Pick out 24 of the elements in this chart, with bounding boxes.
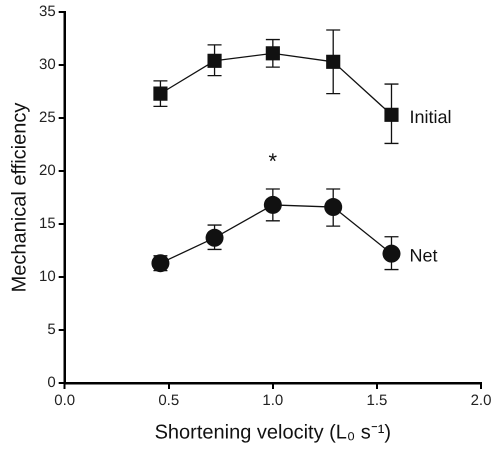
x-tick-label: 0.5 (158, 392, 180, 410)
x-axis-title: Shortening velocity (L₀ s⁻¹) (154, 422, 392, 444)
point (153, 86, 168, 101)
point (326, 54, 340, 69)
series-label: Net (409, 246, 438, 266)
y-tick-label: 0 (47, 374, 56, 392)
x-tick-label: 2.0 (470, 392, 492, 410)
point (384, 108, 399, 122)
y-tick-label: 20 (38, 162, 56, 180)
point (207, 54, 222, 68)
y-tick-label: 35 (38, 3, 56, 20)
y-tick-label: 30 (38, 56, 56, 74)
x-tick-label: 0.0 (54, 392, 76, 410)
y-axis-title: Mechanical efficiency (8, 102, 31, 292)
y-tick-label: 15 (38, 215, 56, 232)
point (206, 228, 224, 247)
annotation: * (268, 148, 278, 174)
series-label: Initial (409, 106, 452, 127)
y-tick-label: 5 (47, 321, 56, 338)
x-tick-label: 1.5 (366, 392, 388, 410)
x-tick-label: 1.0 (262, 392, 284, 410)
y-tick-label: 25 (38, 109, 56, 126)
point (382, 244, 400, 263)
y-tick-label: 10 (38, 268, 56, 286)
